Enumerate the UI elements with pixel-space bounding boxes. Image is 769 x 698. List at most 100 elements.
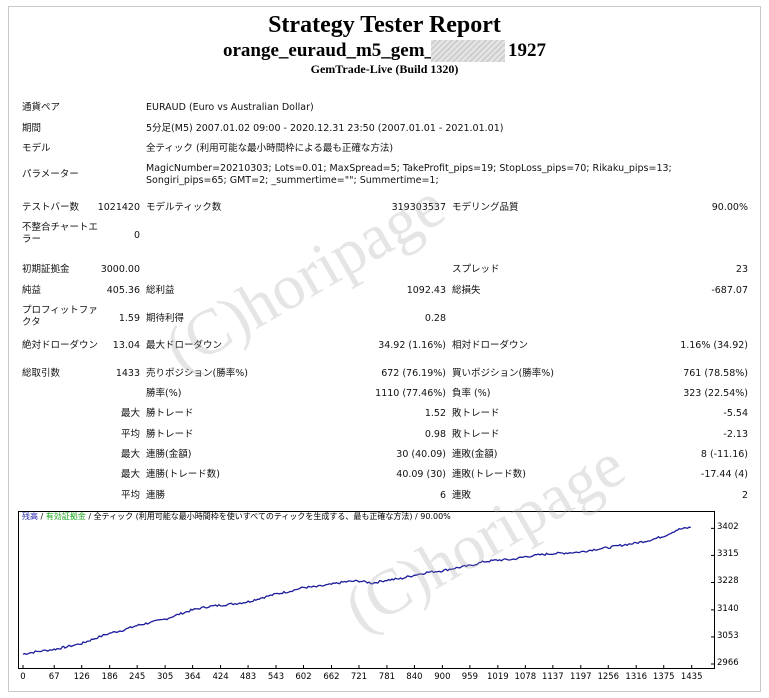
info-label-model: モデル [22,143,51,154]
stat-label-maxconswin: 連勝(金額) [146,449,192,460]
stat-value-lossrate: 323 (22.54%) [683,388,748,399]
stat-label-profitfactor: プロフィットファクタ [22,305,98,328]
stat-label-grossprofit: 総利益 [146,285,175,296]
stat-label-spread: スプレッド [452,264,500,275]
stat-value-trades: 1433 [115,368,140,379]
stat-label-grossloss: 総損失 [452,285,481,296]
legend-model-quality: 全ティック (利用可能な最小時間枠を使いすべてのティックを生成する、最も正確な方… [93,512,451,521]
stat-value-netprofit: 405.36 [106,285,140,296]
ea-name: orange_euraud_m5_gem_ 1927 [0,40,769,62]
stat-label-max-2: 最大 [120,449,140,460]
stat-value-maxconswintr: 40.09 (30) [396,469,446,480]
stat-label-maxconslosstr: 連敗(トレード数) [452,469,526,480]
stat-label-bars: テストバー数 [22,202,80,213]
stat-value-modelticks: 319303537 [391,202,446,213]
stat-label-maxconsloss: 連敗(金額) [452,449,498,460]
legend-balance: 残高 [22,512,38,521]
y-tick-label: 3228 [717,576,739,587]
y-tick-label: 2966 [717,658,739,668]
ea-name-prefix: orange_euraud_m5_gem_ [222,40,435,61]
stat-value-avgconsloss: 2 [741,490,748,501]
stat-label-max-3: 最大 [120,469,140,480]
x-tick-label: 1256 [597,672,620,682]
stat-value-maxdd: 34.92 (1.16%) [378,340,446,351]
y-tick-label: 3402 [717,522,739,533]
stat-value-avgloss: -2.13 [723,429,748,440]
stat-label-avgconsloss: 連敗 [452,490,472,501]
stat-value-maxconsloss: 8 (-11.16) [700,449,748,460]
stat-label-lossrate: 負率 (%) [452,388,491,399]
stat-value-short: 672 (76.19%) [381,368,446,379]
ea-name-suffix: 1927 [508,40,547,61]
stat-value-profitfactor: 1.59 [118,313,140,324]
stat-label-mismatch: 不整合チャートエラー [22,222,98,245]
x-tick-label: 0 [20,672,26,682]
x-tick-label: 959 [461,672,478,682]
stat-value-mismatch: 0 [133,230,140,241]
stat-value-maxconswin: 30 (40.09) [396,449,446,460]
stat-value-avgconswin: 6 [439,490,446,501]
info-value-parameters: MagicNumber=20210303; Lots=0.01; MaxSpre… [146,163,672,186]
x-tick-label: 1316 [625,672,648,682]
stat-label-netprofit: 純益 [22,285,42,296]
x-tick-label: 1435 [680,672,703,682]
x-tick-label: 602 [295,672,312,682]
x-tick-label: 126 [73,672,90,682]
stat-label-trades: 総取引数 [22,368,61,379]
stat-label-maxdd: 最大ドローダウン [146,340,223,351]
legend-separator-1: / [38,512,46,521]
stat-value-absdd: 13.04 [112,340,140,351]
stat-value-quality: 90.00% [711,202,748,213]
stat-label-winrate: 勝率(%) [146,388,182,399]
stat-label-avg-2: 平均 [120,490,140,501]
stat-value-worsttrade: -5.54 [723,408,748,419]
report-title: Strategy Tester Report [268,12,501,38]
y-tick-label: 3053 [717,630,739,641]
stat-label-deposit: 初期証拠金 [22,264,70,275]
stat-value-avgwin: 0.98 [424,429,446,440]
stat-value-deposit: 3000.00 [100,264,140,275]
x-tick-label: 900 [434,672,451,682]
stat-label-avg-1: 平均 [120,429,140,440]
x-tick-label: 424 [212,672,229,682]
y-tick-label: 3315 [717,549,739,560]
x-tick-label: 1078 [514,672,537,682]
stat-label-absdd: 絶対ドローダウン [22,340,99,351]
x-tick-label: 364 [184,672,201,682]
stat-label-payoff: 期待利得 [146,313,185,324]
x-tick-label: 840 [406,672,423,682]
stat-label-short: 売りポジション(勝率%) [146,368,248,379]
x-tick-label: 543 [267,672,285,682]
x-tick-label: 67 [48,672,60,682]
stat-value-reldd: 1.16% (34.92) [680,340,748,351]
x-tick-label: 1375 [652,672,675,682]
y-tick-label: 3140 [717,603,739,614]
info-label-parameters: パラメーター [22,169,79,180]
stat-value-grossprofit: 1092.43 [406,285,446,296]
stat-label-max-1: 最大 [120,408,140,419]
x-tick-label: 662 [323,672,340,682]
server-build: GemTrade-Live (Build 1320) [310,62,459,76]
stat-label-quality: モデリング品質 [452,202,519,213]
info-label-symbol: 通貨ペア [22,102,61,113]
stat-label-long: 買いポジション(勝率%) [452,368,554,379]
stat-value-payoff: 0.28 [424,313,446,324]
balance-chart-svg [22,526,714,668]
x-tick-label: 483 [239,672,257,682]
stat-label-avgwin: 勝トレード [146,429,194,440]
x-tick-label: 305 [157,672,174,682]
stat-value-winrate: 1110 (77.46%) [375,388,446,399]
redacted-mask [431,40,505,62]
info-value-symbol: EURAUD (Euro vs Australian Dollar) [146,102,314,113]
stat-label-maxconswintr: 連勝(トレード数) [146,469,220,480]
legend-equity: 有効証拠金 [45,512,86,521]
stat-value-maxconslosstr: -17.44 (4) [700,469,748,480]
chart-legend: 残高 / 有効証拠金 / 全ティック (利用可能な最小時間枠を使いすべてのティッ… [22,512,451,522]
stat-label-worsttrade: 敗トレード [452,408,500,419]
info-label-period: 期間 [22,123,42,134]
legend-separator-2: / [85,512,94,521]
balance-chart [18,511,715,669]
stat-label-besttrade: 勝トレード [146,408,194,419]
stat-value-besttrade: 1.52 [424,408,446,419]
stat-label-avgconswin: 連勝 [146,490,166,501]
